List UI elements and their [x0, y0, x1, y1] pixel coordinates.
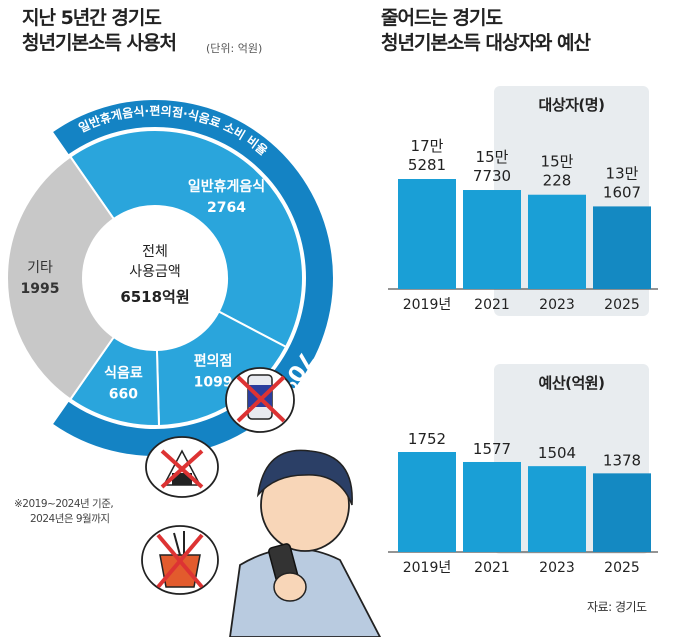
budget-category-label: 2019년: [403, 560, 452, 576]
donut-label-convenience-value: 1099: [194, 374, 233, 390]
donut-chart: 일반휴게음식·편의점·식음료 소비 비율70%전체사용금액6518억원일반휴게음…: [6, 100, 333, 457]
donut-label-etc-value: 1995: [21, 281, 60, 297]
donut-slice-etc: [6, 155, 116, 401]
center-line1: 전체: [142, 244, 168, 260]
budget-bar: [398, 452, 456, 552]
donut-outer-ring: [53, 100, 333, 457]
donut-label-etc-name: 기타: [27, 260, 53, 276]
donut-center: [85, 208, 225, 348]
left-title-line1: 지난 5년간 경기도: [22, 7, 162, 29]
budget-category-label: 2023: [539, 560, 575, 576]
right-title-line1: 줄어드는 경기도: [381, 7, 503, 29]
left-title-line2: 청년기본소득 사용처: [22, 32, 177, 54]
recipients-value-label-1: 15만: [541, 153, 574, 171]
donut-slice-food: [68, 129, 304, 349]
budget-value-label: 1577: [473, 440, 511, 458]
recipients-bar: [593, 206, 651, 289]
recipients-bar: [463, 190, 521, 289]
recipients-value-label-2: 228: [543, 172, 572, 190]
donut-label-beverage-value: 660: [109, 386, 138, 402]
recipients-category-label: 2023: [539, 297, 575, 313]
noodle-cup-crossed-icon: [141, 525, 219, 595]
donut-label-beverage-name: 식음료: [104, 365, 143, 381]
budget-category-label: 2025: [604, 560, 640, 576]
recipients-category-label: 2019년: [403, 297, 452, 313]
right-title-line2: 청년기본소득 대상자와 예산: [381, 32, 591, 54]
recipients-value-label-1: 17만: [411, 137, 444, 155]
person-phone-illustration: [141, 367, 382, 637]
donut-label-food-name: 일반휴게음식: [188, 178, 265, 195]
budget-bar: [528, 466, 586, 552]
budget-category-label: 2021: [474, 560, 510, 576]
panel-budget-title: 예산(억원): [538, 374, 605, 392]
recipients-category-label: 2021: [474, 297, 510, 313]
bar-chart-budget: 1752 2019년 1577 2021 1504 2023 1378 2025: [388, 430, 658, 576]
recipients-category-label: 2025: [604, 297, 640, 313]
center-line3: 6518억원: [120, 288, 189, 306]
budget-bar: [463, 461, 521, 552]
budget-value-label: 1752: [408, 430, 446, 448]
panel-recipients-title: 대상자(명): [538, 96, 605, 114]
rice-ball-crossed-icon: [145, 436, 219, 498]
recipients-bar: [528, 194, 586, 289]
donut-label-food-value: 2764: [207, 200, 246, 216]
budget-value-label: 1378: [603, 451, 641, 469]
note-line2: 2024년은 9월까지: [30, 513, 110, 525]
source-text: 자료: 경기도: [587, 600, 647, 614]
recipients-value-label-2: 1607: [603, 183, 641, 201]
drink-can-crossed-icon: [225, 367, 295, 433]
recipients-value-label-1: 13만: [606, 164, 639, 182]
donut-label-convenience-name: 편의점: [194, 352, 233, 369]
person-icon: [229, 449, 382, 637]
bar-chart-recipients: 17만52812019년15만7730202115만228202313만1607…: [388, 137, 658, 313]
center-line2: 사용금액: [129, 264, 181, 280]
recipients-value-label-2: 7730: [473, 167, 511, 185]
budget-bar: [593, 473, 651, 552]
recipients-bar: [398, 179, 456, 289]
recipients-value-label-2: 5281: [408, 156, 446, 174]
left-unit: (단위: 억원): [206, 42, 263, 55]
budget-value-label: 1504: [538, 444, 576, 462]
recipients-value-label-1: 15만: [476, 148, 509, 166]
note-line1: ※2019~2024년 기준,: [14, 498, 114, 510]
